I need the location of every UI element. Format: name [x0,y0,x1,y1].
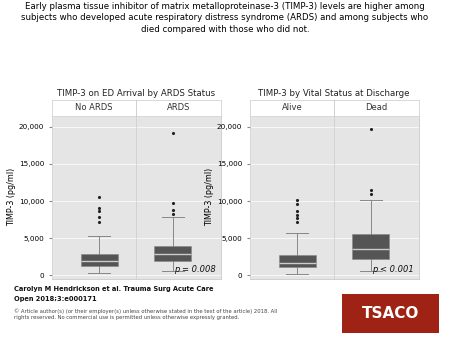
FancyBboxPatch shape [154,245,191,261]
Y-axis label: TIMP-3 (pg/ml): TIMP-3 (pg/ml) [7,168,16,226]
Text: TIMP-3 on ED Arrival by ARDS Status: TIMP-3 on ED Arrival by ARDS Status [57,89,215,98]
Text: TSACO: TSACO [362,306,419,321]
FancyBboxPatch shape [279,255,316,267]
FancyBboxPatch shape [352,234,389,259]
Text: Alive: Alive [282,103,302,112]
Text: © Article author(s) (or their employer(s) unless otherwise stated in the text of: © Article author(s) (or their employer(s… [14,309,277,320]
Text: No ARDS: No ARDS [75,103,112,112]
Text: ARDS: ARDS [166,103,190,112]
Text: Open 2018;3:e000171: Open 2018;3:e000171 [14,296,96,303]
Text: Early plasma tissue inhibitor of matrix metalloproteinase-3 (TIMP-3) levels are : Early plasma tissue inhibitor of matrix … [22,2,428,34]
Y-axis label: TIMP-3 (pg/ml): TIMP-3 (pg/ml) [205,168,214,226]
Text: Carolyn M Hendrickson et al. Trauma Surg Acute Care: Carolyn M Hendrickson et al. Trauma Surg… [14,286,213,292]
Text: p = 0.008: p = 0.008 [174,265,216,274]
Text: TIMP-3 by Vital Status at Discharge: TIMP-3 by Vital Status at Discharge [258,89,410,98]
FancyBboxPatch shape [81,254,118,266]
Text: p < 0.001: p < 0.001 [372,265,414,274]
Text: Dead: Dead [365,103,387,112]
